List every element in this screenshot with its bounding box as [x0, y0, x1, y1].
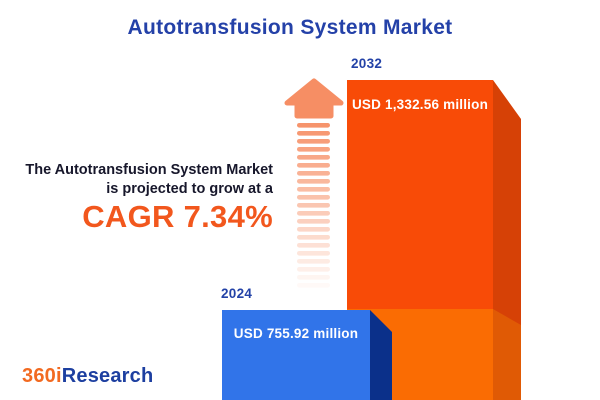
- growth-arrow-stripe: [297, 251, 330, 256]
- growth-arrow-stripe: [297, 243, 330, 248]
- value-label-2024: USD 755.92 million: [233, 326, 359, 341]
- growth-arrow-stripe: [297, 179, 330, 184]
- annotation-line-2: is projected to grow at a: [106, 180, 273, 197]
- growth-arrow-stripe: [297, 139, 330, 144]
- growth-arrow-stripe: [297, 203, 330, 208]
- cagr-value: CAGR 7.34%: [82, 199, 273, 234]
- growth-arrow-stripe: [297, 267, 330, 272]
- brand-logo: 360iResearch: [22, 365, 153, 388]
- brand-logo-360i: 360i: [22, 365, 62, 387]
- growth-arrow-stripe: [297, 147, 330, 152]
- growth-arrow-stripe: [297, 219, 330, 224]
- growth-arrow-stripe: [297, 187, 330, 192]
- brand-logo-research: Research: [61, 365, 154, 387]
- annotation-line-1: The Autotransfusion System Market: [25, 162, 273, 178]
- growth-arrow-icon: [284, 78, 344, 288]
- growth-arrow-stripe: [297, 163, 330, 168]
- growth-arrow-stripe: [297, 131, 330, 136]
- bar-2024: [222, 310, 392, 400]
- growth-arrow-head: [284, 78, 344, 119]
- bar-2024-front: [222, 310, 370, 400]
- bar-2032-side-bottom-segment: [493, 309, 521, 400]
- growth-arrow-stripe: [297, 195, 330, 200]
- growth-arrow-stripe: [297, 211, 330, 216]
- value-label-2032: USD 1,332.56 million: [351, 97, 489, 112]
- growth-arrow-stripe: [297, 259, 330, 264]
- bar-2024-side: [370, 310, 392, 400]
- growth-arrow-stripe: [297, 123, 330, 128]
- year-label-2024: 2024: [221, 286, 253, 301]
- growth-arrow-stripe: [297, 171, 330, 176]
- page-title: Autotransfusion System Market: [127, 16, 453, 39]
- growth-arrow-stripe: [297, 235, 330, 240]
- year-label-2032: 2032: [351, 56, 383, 71]
- growth-arrow-stripe: [297, 283, 330, 288]
- growth-arrow-stripe: [297, 275, 330, 280]
- growth-arrow-stripes: [297, 123, 330, 288]
- growth-arrow-stripe: [297, 227, 330, 232]
- growth-arrow-stripe: [297, 155, 330, 160]
- annotation-text: The Autotransfusion System Market is pro…: [0, 161, 273, 198]
